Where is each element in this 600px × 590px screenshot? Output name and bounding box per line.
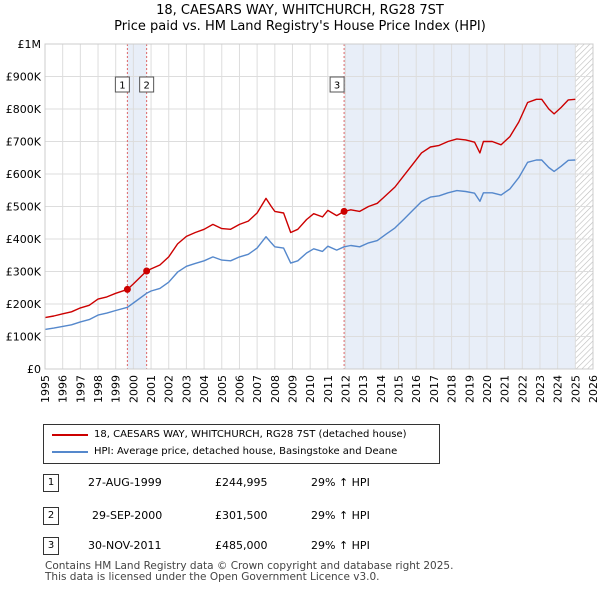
y-tick-label: £500K: [6, 201, 42, 214]
x-tick-label: 2024: [552, 375, 565, 403]
hpi-series-line: [44, 159, 576, 331]
x-tick-label: 2025: [569, 375, 582, 403]
sale-marker-label: 3: [334, 81, 340, 92]
y-tick-label: £400K: [6, 233, 42, 246]
x-tick-label: 2010: [304, 375, 317, 403]
footer-line-2: This data is licensed under the Open Gov…: [45, 571, 380, 583]
table-row: 1 27-AUG-1999 £244,995 29% ↑ HPI: [0, 474, 600, 494]
sale-marker-frame: [114, 76, 130, 93]
x-tick-label: 2000: [127, 375, 140, 403]
x-tick-label: 2017: [428, 375, 441, 403]
x-tick-label: 2009: [286, 375, 299, 403]
chart-subtitle: Price paid vs. HM Land Registry's House …: [114, 19, 486, 34]
table-row: 3 30-NOV-2011 £485,000 29% ↑ HPI: [0, 537, 600, 557]
legend: 18, CAESARS WAY, WHITCHURCH, RG28 7ST (d…: [43, 424, 440, 464]
transaction-price: £485,000: [215, 539, 268, 552]
x-tick-label: 2021: [499, 375, 512, 403]
x-tick-label: 1998: [92, 375, 105, 403]
x-tick-label: 1995: [39, 375, 52, 403]
sale-point: [123, 285, 131, 293]
transaction-price: £244,995: [215, 476, 268, 489]
transaction-date: 30-NOV-2011: [88, 539, 162, 552]
transaction-date: 29-SEP-2000: [92, 509, 163, 522]
transaction-number: 3: [43, 537, 59, 555]
x-tick-label: 2001: [145, 375, 158, 403]
legend-label-property: 18, CAESARS WAY, WHITCHURCH, RG28 7ST (d…: [94, 429, 407, 440]
table-row: 2 29-SEP-2000 £301,500 29% ↑ HPI: [0, 507, 600, 527]
x-tick-label: 2014: [375, 375, 388, 403]
transaction-hpi: 29% ↑ HPI: [311, 539, 370, 552]
y-tick-label: £0: [27, 363, 41, 376]
plot-frame: [44, 43, 594, 370]
footer-line-1: Contains HM Land Registry data © Crown c…: [45, 560, 454, 572]
sale-marker-label: 2: [143, 81, 149, 92]
x-tick-label: 2005: [216, 375, 229, 403]
sale-point: [143, 267, 151, 275]
sale-marker-box: 3: [329, 76, 345, 93]
y-tick-label: £100K: [6, 331, 42, 344]
x-tick-label: 2022: [516, 375, 529, 403]
y-tick-label: £600K: [6, 168, 42, 181]
legend-label-hpi: HPI: Average price, detached house, Basi…: [94, 446, 398, 457]
x-tick-label: 1997: [74, 375, 87, 403]
x-tick-label: 2007: [251, 375, 264, 403]
transaction-number: 1: [43, 474, 59, 492]
x-tick-label: 2013: [357, 375, 370, 403]
x-tick-label: 2019: [463, 375, 476, 403]
footer: Contains HM Land Registry data © Crown c…: [45, 561, 453, 583]
y-tick-label: £800K: [6, 103, 42, 116]
y-tick-label: £700K: [6, 136, 42, 149]
sale-marker-box: 2: [139, 76, 155, 93]
sale-marker-frame: [139, 76, 155, 93]
x-tick-label: 2008: [269, 375, 282, 403]
x-tick-label: 2012: [340, 375, 353, 403]
transaction-price: £301,500: [215, 509, 268, 522]
sale-point: [340, 207, 348, 215]
y-tick-label: £900K: [6, 71, 42, 84]
x-tick-label: 2018: [446, 375, 459, 403]
chart-title: 18, CAESARS WAY, WHITCHURCH, RG28 7ST: [156, 3, 444, 18]
x-tick-label: 2015: [393, 375, 406, 403]
x-tick-label: 2002: [163, 375, 176, 403]
x-tick-label: 2016: [410, 375, 423, 403]
sale-marker-label: 1: [119, 81, 125, 92]
x-tick-label: 2020: [481, 375, 494, 403]
x-tick-label: 1999: [110, 375, 123, 403]
transaction-hpi: 29% ↑ HPI: [311, 476, 370, 489]
legend-swatch-hpi: [52, 451, 88, 453]
x-tick-label: 2023: [534, 375, 547, 403]
sale-marker-box: 1: [114, 76, 130, 93]
x-tick-label: 2011: [322, 375, 335, 403]
y-tick-label: £300K: [6, 266, 42, 279]
x-tick-label: 2004: [198, 375, 211, 403]
y-tick-label: £200K: [6, 298, 42, 311]
y-tick-label: £1M: [18, 38, 42, 51]
transaction-hpi: 29% ↑ HPI: [311, 509, 370, 522]
transaction-date: 27-AUG-1999: [88, 476, 162, 489]
sale-marker-frame: [329, 76, 345, 93]
x-tick-label: 2026: [587, 375, 600, 403]
legend-swatch-property: [52, 434, 88, 436]
price-chart: 1 2 3 £0 £100K £200K £300K £400K £500K £600K £700K…: [6, 38, 600, 403]
transaction-number: 2: [43, 507, 59, 525]
x-tick-label: 2006: [233, 375, 246, 403]
x-tick-label: 2003: [180, 375, 193, 403]
x-tick-label: 1996: [57, 375, 70, 403]
